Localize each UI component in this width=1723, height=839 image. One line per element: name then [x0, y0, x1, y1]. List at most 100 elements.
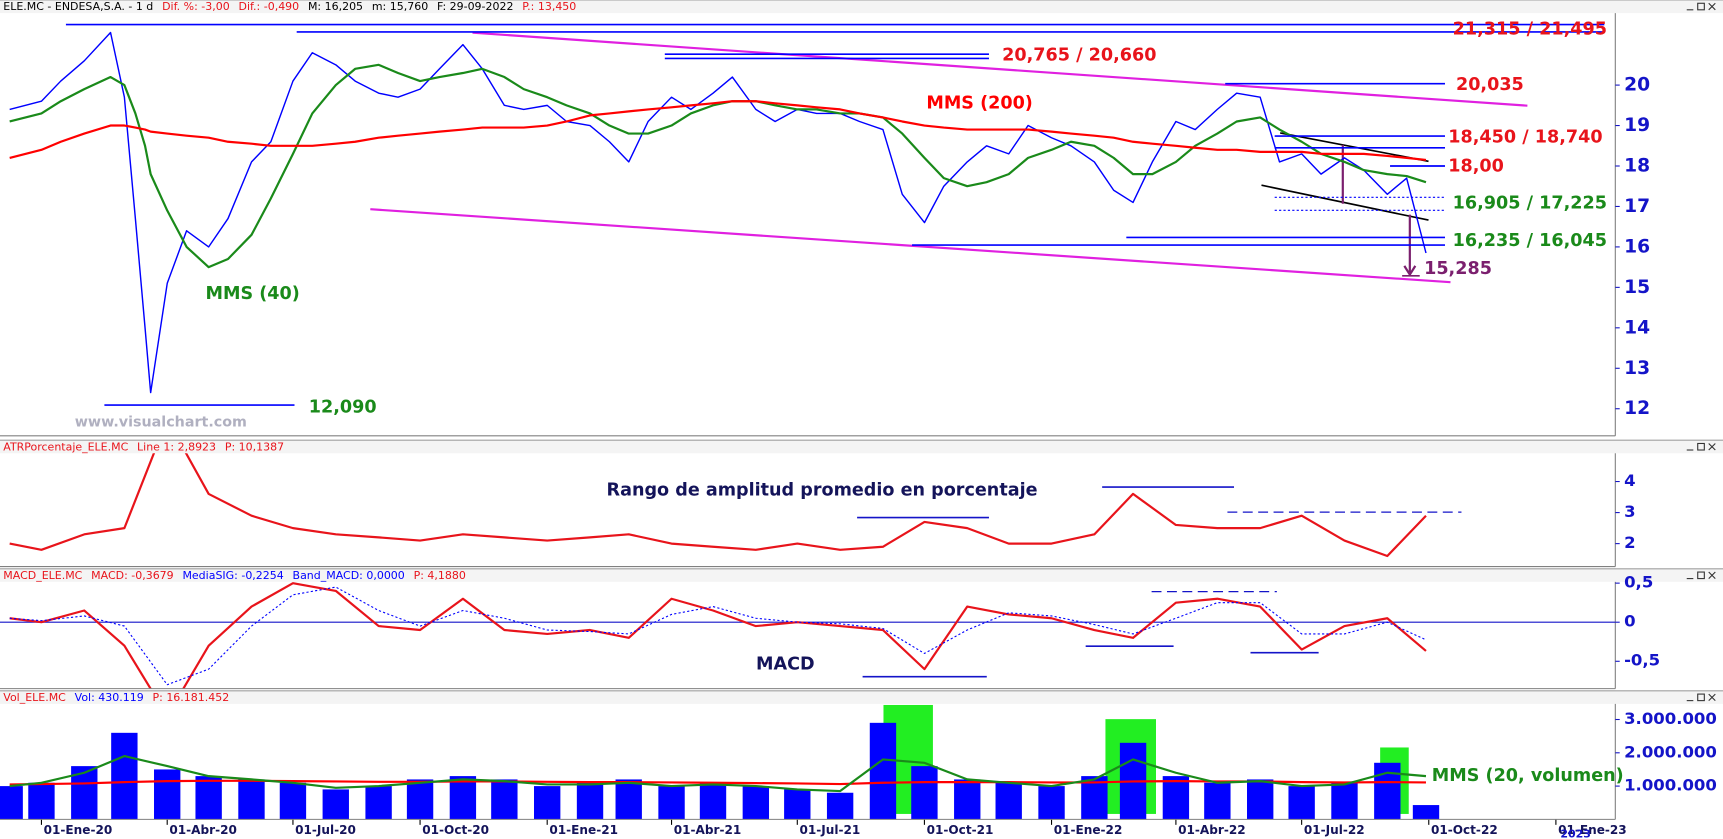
volume-bar: [238, 779, 265, 820]
header-field: m: 15,760: [372, 0, 428, 13]
x-tick-label: 01-Abr-21: [674, 823, 742, 837]
volume-bar: [869, 722, 897, 820]
volume-bar: [1374, 762, 1401, 820]
header-field: Dif.: -0,490: [238, 0, 299, 13]
panel-header: [0, 440, 1723, 454]
x-tick-label: 01-Ene-21: [549, 823, 618, 837]
volume-bar: [195, 776, 222, 820]
header-field: P: 10,1387: [225, 440, 284, 453]
y-tick-label: 3.000.000: [1624, 709, 1717, 728]
volume-bar: [1247, 779, 1274, 820]
header-field: MACD_ELE.MC: [3, 569, 82, 582]
volume-bar: [449, 776, 477, 820]
volume-bar: [0, 786, 23, 820]
header-field: Dif. %: -3,00: [162, 0, 230, 13]
series-line: [9, 582, 1427, 689]
plot-area: [0, 582, 1616, 689]
volume-bar: [491, 779, 518, 820]
annotation: Rango de amplitud promedio en porcentaje: [607, 480, 1038, 500]
close-button[interactable]: [1708, 2, 1716, 11]
x-tick-label: 01-Ene-23: [1558, 823, 1627, 837]
panel-header: [0, 568, 1723, 582]
header-field: Band_MACD: 0,0000: [293, 569, 405, 582]
header-field: Vol_ELE.MC: [3, 691, 66, 704]
y-tick-label: -0,5: [1624, 651, 1660, 670]
x-tick-label: 01-Oct-21: [927, 823, 994, 837]
maximize-button[interactable]: [1697, 693, 1705, 702]
y-tick-label: 12: [1624, 398, 1650, 419]
y-tick-label: 17: [1624, 196, 1650, 217]
volume-bar: [1288, 786, 1315, 820]
level-label: 15,285: [1424, 259, 1492, 279]
volume-bar: [1038, 786, 1065, 820]
volume-bar: [111, 732, 138, 820]
y-tick-label: 13: [1624, 358, 1650, 379]
plot-area: [0, 722, 1440, 820]
plot-area: [9, 453, 1427, 558]
close-button[interactable]: [1708, 571, 1716, 579]
x-tick-label: 01-Oct-20: [422, 823, 489, 837]
series-line: [9, 779, 1426, 786]
y-tick-label: 3: [1624, 502, 1635, 521]
volume-bar: [699, 782, 727, 820]
close-button[interactable]: [1708, 693, 1716, 702]
level-label: 20,765 / 20,660: [1002, 46, 1156, 66]
series-label: MMS (40): [205, 284, 299, 304]
level-label: 20,035: [1456, 75, 1524, 95]
volume-bar: [1331, 782, 1358, 820]
wedge-line: [1261, 184, 1429, 221]
series-line: [9, 453, 1427, 558]
panel-header: [0, 0, 1723, 14]
series-line: [9, 754, 1427, 793]
header-field: P: 4,1880: [414, 569, 466, 582]
panel-header-text: Vol_ELE.MC Vol: 430.119 P: 16.181.452: [3, 691, 229, 704]
panel-header-text: ELE.MC - ENDESA,S.A. - 1 d Dif. %: -3,00 D…: [3, 0, 576, 13]
level-label: 16,235 / 16,045: [1453, 231, 1607, 251]
volume-bar: [1412, 805, 1440, 820]
y-tick-label: 15: [1624, 277, 1650, 298]
x-tick-label: 01-Ene-22: [1054, 823, 1123, 837]
maximize-button[interactable]: [1697, 2, 1705, 11]
y-tick-label: 20: [1624, 75, 1650, 96]
x-tick-label: 01-Jul-22: [1304, 823, 1365, 837]
volume-bar: [28, 782, 55, 820]
volume-bar: [911, 766, 938, 820]
volume-bar: [322, 789, 349, 820]
volume-bar: [742, 786, 770, 820]
annotation: www.visualchart.com: [75, 415, 247, 431]
volume-bar: [154, 769, 181, 820]
volume-bar: [1162, 776, 1190, 820]
maximize-button[interactable]: [1697, 571, 1705, 580]
volume-bar: [658, 786, 685, 820]
volume-bar: [406, 779, 434, 820]
volume-bar: [954, 779, 981, 820]
x-tick-label: 01-Jul-20: [295, 823, 356, 837]
arrow-head: [1403, 265, 1417, 277]
volume-bar: [1204, 782, 1231, 820]
series-line: [9, 63, 1427, 269]
volume-bar: [826, 792, 854, 820]
channel-line: [472, 31, 1528, 107]
series-line: [9, 586, 1427, 686]
level-label: 18,00: [1448, 157, 1504, 177]
volume-bar: [534, 786, 561, 820]
y-tick-label: 14: [1624, 317, 1650, 338]
close-button[interactable]: [1708, 443, 1716, 451]
level-label: 21,315 / 21,495: [1453, 19, 1607, 39]
volume-bar: [576, 782, 604, 820]
volume-bar: [995, 782, 1022, 820]
annotation: MACD: [756, 655, 815, 675]
channel-line: [370, 208, 1451, 284]
header-field: MACD: -0,3679: [91, 569, 174, 582]
header-field: F: 29-09-2022: [437, 0, 513, 13]
y-tick-label: 18: [1624, 156, 1650, 177]
maximize-button[interactable]: [1697, 442, 1705, 451]
level-label: 18,450 / 18,740: [1448, 127, 1602, 147]
level-label: 16,905 / 17,225: [1453, 194, 1607, 214]
x-tick-label: 01-Abr-22: [1178, 823, 1246, 837]
y-tick-label: 0: [1624, 612, 1635, 631]
plot-area: [9, 31, 1427, 394]
y-tick-label: 16: [1624, 236, 1650, 257]
